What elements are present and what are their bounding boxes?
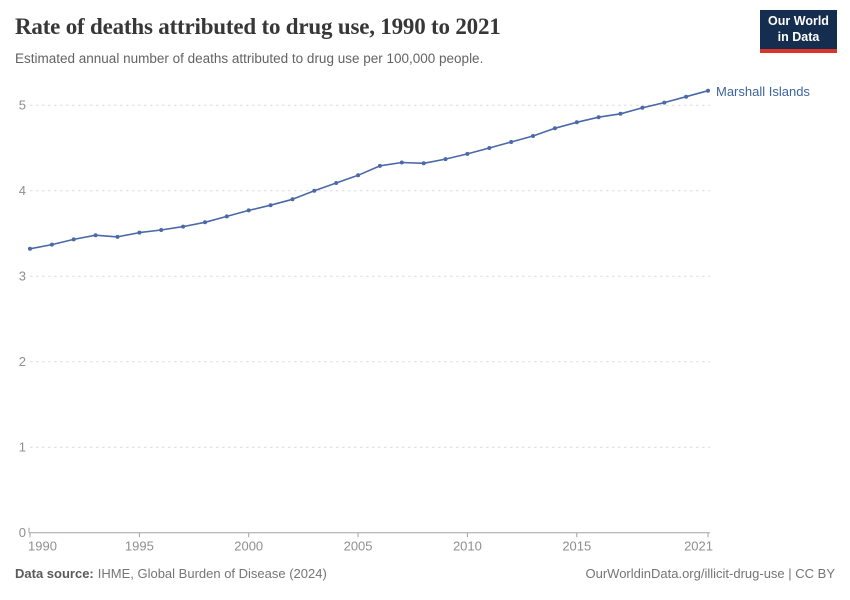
- data-point[interactable]: [159, 228, 164, 232]
- entity-label[interactable]: Marshall Islands: [716, 84, 810, 99]
- x-axis-tick-label: 1990: [28, 539, 57, 554]
- data-point[interactable]: [421, 161, 426, 166]
- data-point[interactable]: [115, 234, 120, 239]
- owid-logo-line1: Our World: [768, 13, 829, 28]
- x-axis-tick-label: 2015: [562, 539, 591, 554]
- data-point[interactable]: [443, 157, 448, 162]
- data-point[interactable]: [377, 163, 382, 168]
- y-axis-tick-label: 4: [19, 183, 26, 198]
- data-point[interactable]: [509, 140, 514, 144]
- data-point[interactable]: [640, 105, 645, 110]
- owid-logo-line2: in Data: [777, 29, 820, 44]
- data-point[interactable]: [181, 224, 186, 229]
- data-point[interactable]: [574, 120, 579, 125]
- x-axis-tick-label: 2005: [344, 539, 373, 554]
- chart-footer: Data source: IHME, Global Burden of Disea…: [15, 566, 835, 581]
- owid-logo[interactable]: Our World in Data: [760, 10, 837, 53]
- data-point[interactable]: [618, 111, 623, 116]
- data-point[interactable]: [531, 134, 535, 138]
- y-axis-tick-label: 1: [19, 440, 26, 455]
- data-point[interactable]: [487, 146, 492, 150]
- x-axis-tick-label: 2010: [453, 539, 482, 554]
- data-point[interactable]: [596, 115, 601, 120]
- data-point[interactable]: [312, 188, 317, 193]
- x-axis-tick-label: 2000: [234, 539, 263, 554]
- data-point[interactable]: [246, 208, 251, 213]
- data-point[interactable]: [71, 237, 76, 242]
- chart-subtitle: Estimated annual number of deaths attrib…: [15, 51, 484, 66]
- x-axis-tick-label: 1995: [125, 539, 154, 554]
- data-point[interactable]: [28, 246, 32, 251]
- data-source: Data source: IHME, Global Burden of Disea…: [15, 566, 327, 581]
- data-point[interactable]: [356, 173, 361, 178]
- data-point[interactable]: [93, 233, 98, 238]
- data-point[interactable]: [290, 197, 295, 202]
- data-point[interactable]: [465, 151, 470, 156]
- data-point[interactable]: [706, 88, 710, 93]
- data-point[interactable]: [399, 160, 404, 165]
- data-source-value: IHME, Global Burden of Disease (2024): [97, 566, 327, 581]
- data-point[interactable]: [137, 230, 142, 235]
- data-point[interactable]: [203, 220, 207, 225]
- chart-title: Rate of deaths attributed to drug use, 1…: [15, 14, 501, 39]
- data-point[interactable]: [662, 100, 667, 105]
- data-point[interactable]: [224, 214, 229, 219]
- data-point[interactable]: [268, 203, 273, 208]
- data-point[interactable]: [49, 242, 54, 247]
- y-axis-tick-label: 0: [19, 525, 26, 540]
- series-line-marshall-islands[interactable]: [29, 89, 709, 250]
- data-point[interactable]: [552, 126, 557, 131]
- attribution-link[interactable]: OurWorldinData.org/illicit-drug-use | CC…: [585, 566, 836, 581]
- data-source-label: Data source:: [15, 566, 94, 581]
- y-axis-tick-label: 3: [19, 269, 26, 284]
- data-point[interactable]: [684, 94, 689, 99]
- y-axis-tick-label: 2: [19, 354, 26, 369]
- x-axis-tick-label: 2021: [684, 539, 713, 554]
- data-point[interactable]: [334, 181, 339, 185]
- y-axis-tick-label: 5: [19, 98, 26, 113]
